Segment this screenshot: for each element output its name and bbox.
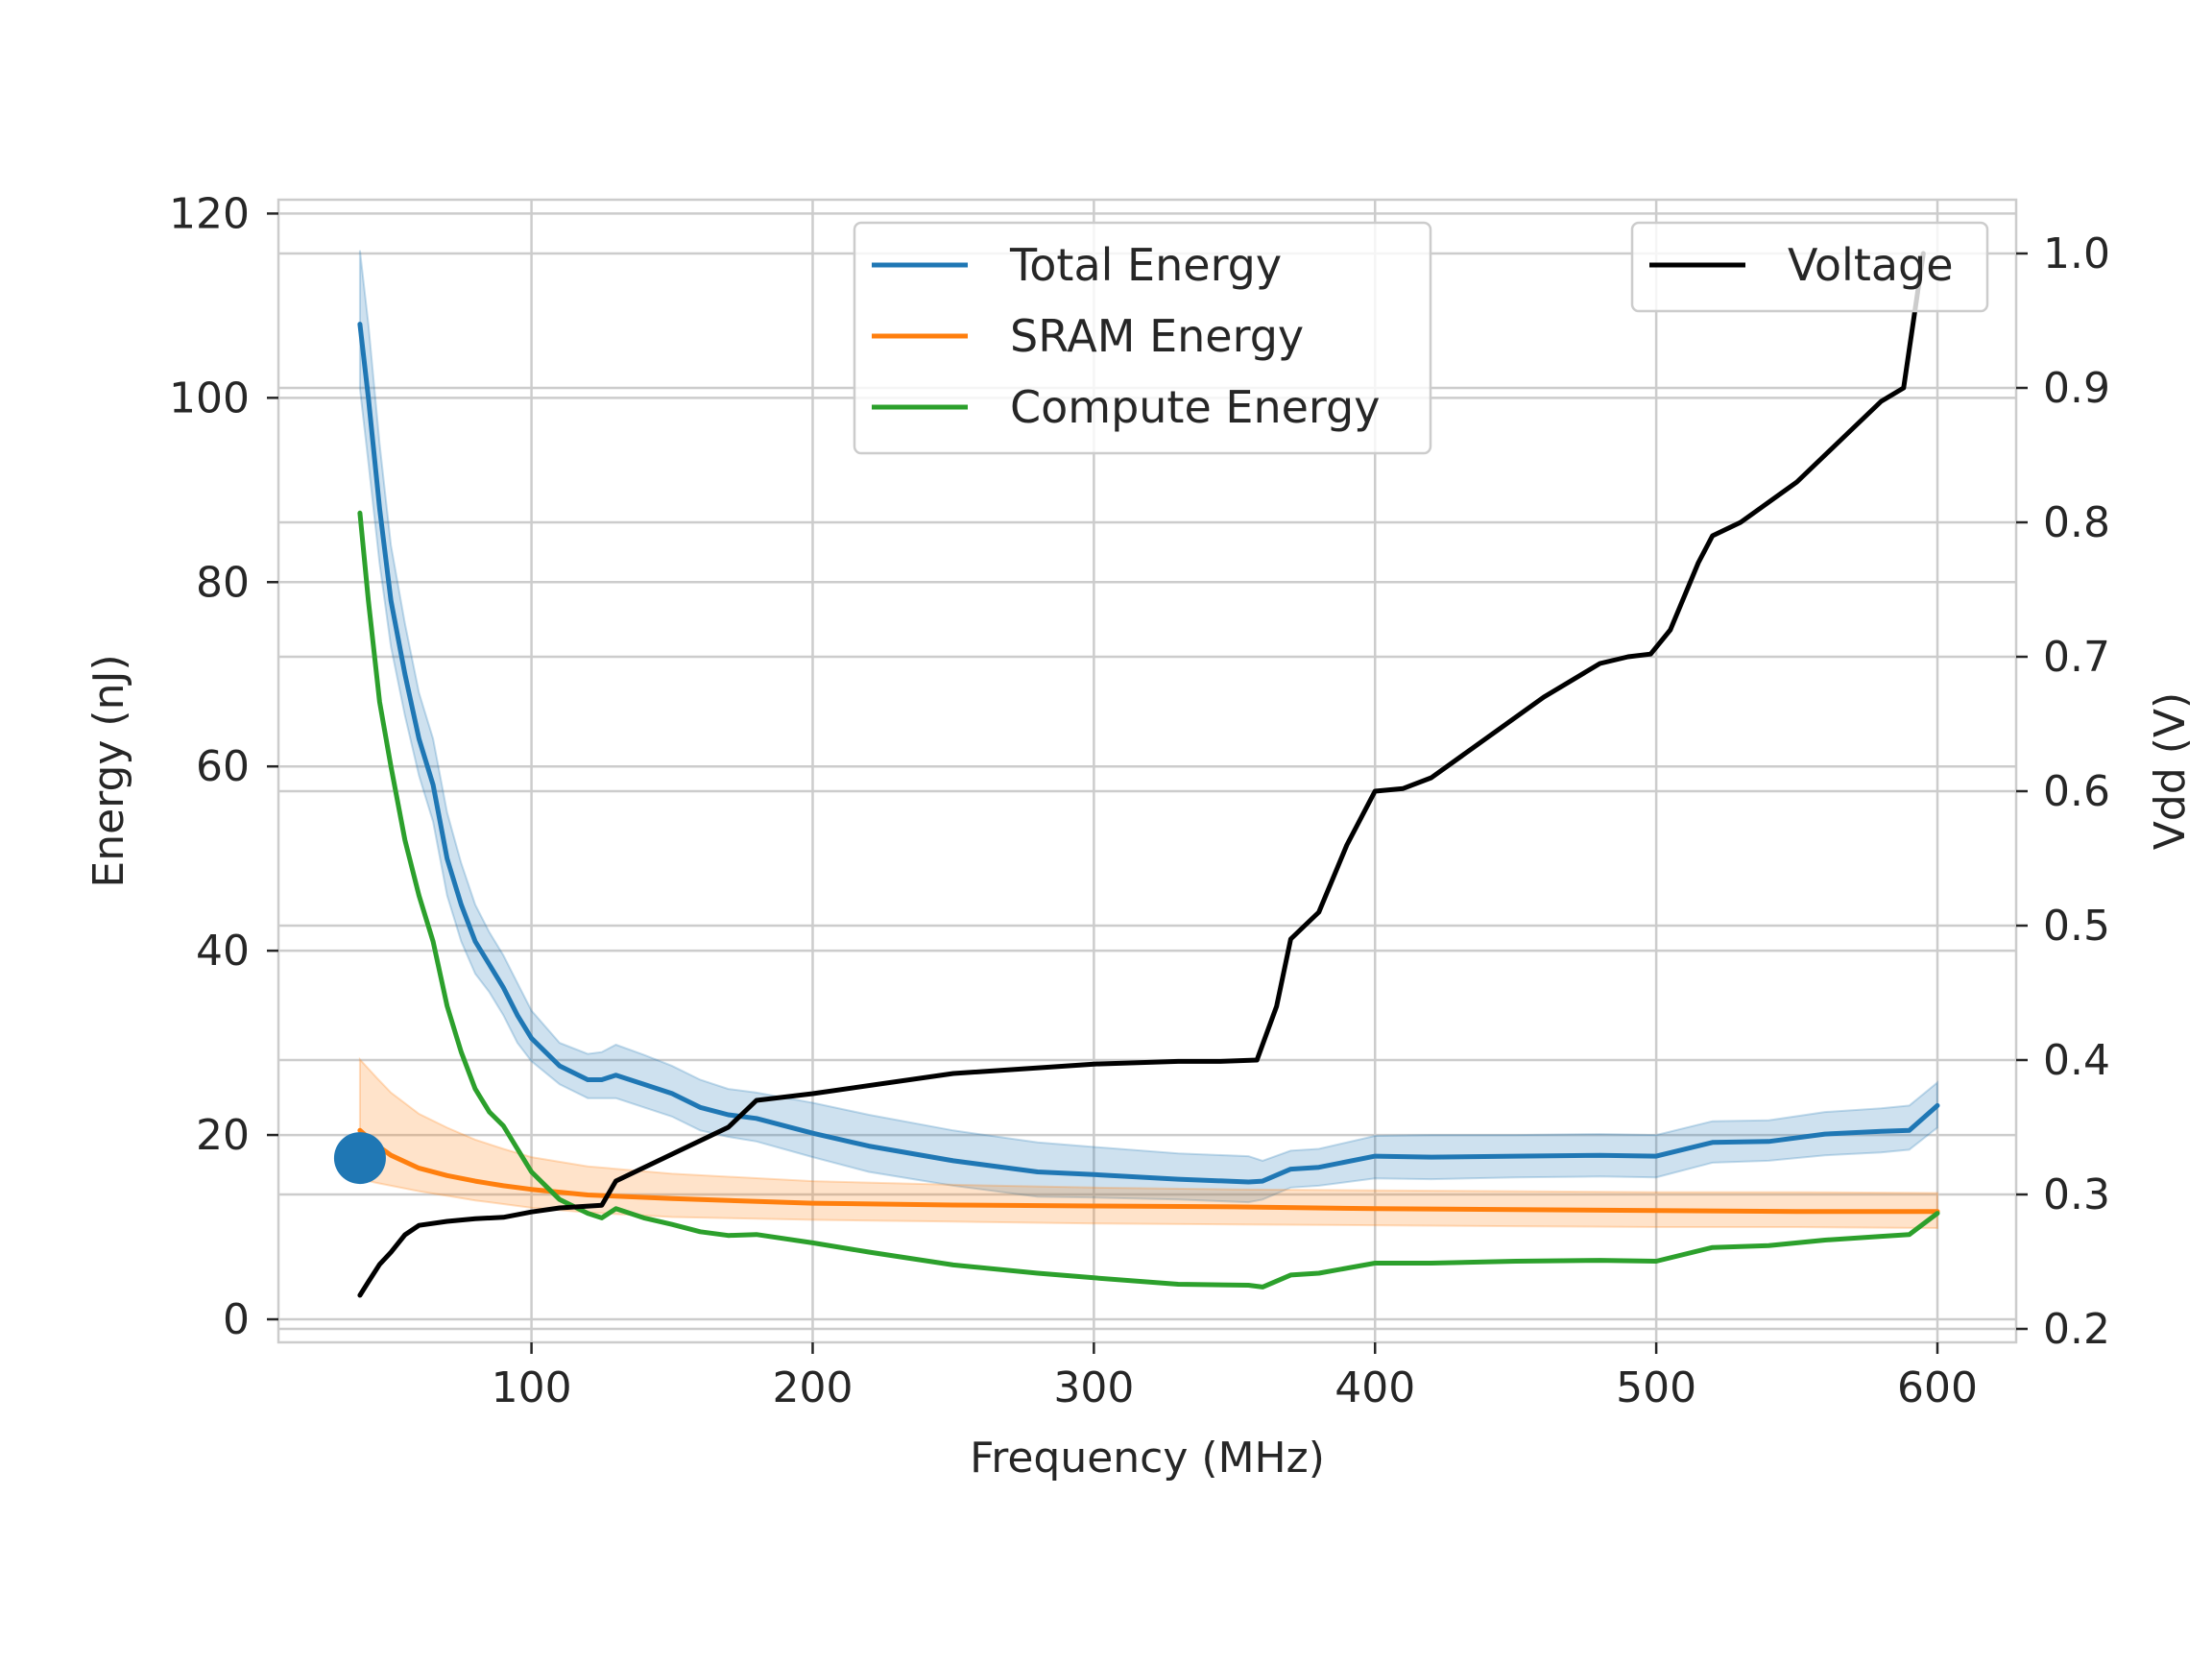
y2-tick-label: 1.0	[2043, 229, 2110, 278]
highlight-point	[333, 1132, 386, 1185]
y-tick-label: 120	[169, 189, 250, 238]
axes: 100 200 300 400 500 600 0 20 40 60 80 100 120 0.2 0.3 0…	[169, 189, 2110, 1412]
series-line-voltage	[357, 251, 1926, 1298]
legends: Total Energy SRAM Energy Compute Energy Vol…	[853, 221, 1989, 455]
y2-tick-label: 0.6	[2043, 767, 2110, 816]
series-line-sram-energy	[357, 1127, 1940, 1215]
y2-tick-label: 0.5	[2043, 902, 2110, 951]
y-tick-label: 100	[169, 374, 250, 422]
x-tick-label: 600	[1897, 1363, 1978, 1412]
y-axis-label: Energy (nJ)	[84, 654, 133, 887]
series-line-compute-energy	[357, 510, 1940, 1290]
legend-label: SRAM Energy	[1010, 310, 1304, 362]
legend-label: Total Energy	[1009, 239, 1282, 291]
plot-frame	[276, 198, 2018, 1344]
legend-label: Voltage	[1788, 239, 1954, 291]
band-total-energy	[358, 250, 1938, 1204]
legend-voltage: Voltage	[1630, 221, 1989, 313]
legend-energy: Total Energy SRAM Energy Compute Energy	[853, 221, 1432, 455]
y2-tick-label: 0.2	[2043, 1305, 2110, 1354]
y-tick-label: 80	[196, 558, 250, 607]
x-tick-label: 400	[1334, 1363, 1415, 1412]
y2-tick-label: 0.3	[2043, 1170, 2110, 1219]
y2-tick-label: 0.4	[2043, 1036, 2110, 1085]
y-tick-label: 40	[196, 927, 250, 976]
legend-frame	[853, 221, 1432, 455]
y-tick-label: 20	[196, 1111, 250, 1160]
x-tick-label: 500	[1616, 1363, 1696, 1412]
x-tick-label: 200	[772, 1363, 853, 1412]
axis-labels: Frequency (MHz) Energy (nJ) Vdd (V)	[84, 654, 2195, 1483]
legend-frame	[1630, 221, 1989, 313]
x-axis-label: Frequency (MHz)	[970, 1434, 1325, 1483]
series-lines	[357, 251, 1940, 1298]
x-tick-label: 100	[492, 1363, 572, 1412]
confidence-bands	[358, 250, 1938, 1230]
band-sram-energy	[358, 1056, 1938, 1230]
y-tick-label: 60	[196, 742, 250, 791]
y2-tick-label: 0.9	[2043, 364, 2110, 413]
x-tick-label: 300	[1053, 1363, 1134, 1412]
y2-axis-label: Vdd (V)	[2146, 692, 2195, 850]
markers	[333, 1132, 386, 1185]
legend-label: Compute Energy	[1010, 381, 1380, 433]
y2-tick-label: 0.8	[2043, 498, 2110, 547]
y2-tick-label: 0.7	[2043, 633, 2110, 682]
y-tick-label: 0	[223, 1295, 250, 1344]
